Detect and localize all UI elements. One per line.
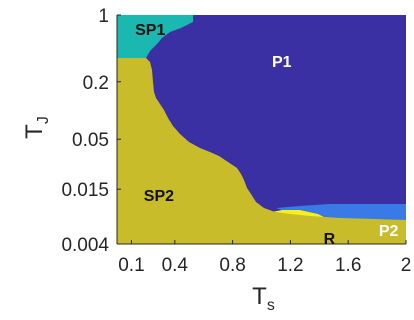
plot-area — [117, 15, 406, 244]
region-label-sp2: SP2 — [144, 188, 174, 205]
y-tick-label: 1 — [98, 6, 109, 27]
y-ticks: 1 0.2 0.05 0.015 0.004 — [61, 6, 121, 256]
x-tick-label: 0.8 — [219, 255, 245, 276]
axes — [116, 15, 406, 245]
y-tick-label: 0.004 — [61, 235, 109, 256]
y-tick-label: 0.2 — [83, 73, 109, 94]
x-ticks: 0.1 0.4 0.8 1.2 1.6 2 — [118, 240, 411, 276]
y-tick-label: 0.05 — [72, 130, 109, 151]
region-label-sp1: SP1 — [135, 22, 165, 39]
y-tick-label: 0.015 — [61, 180, 109, 201]
region-label-p2: P2 — [379, 223, 399, 240]
y-axis-label: TJ — [21, 116, 52, 139]
x-tick-label: 0.4 — [162, 255, 189, 276]
region-label-p1: P1 — [272, 54, 292, 71]
region-sp2-fill — [117, 58, 406, 244]
region-labels: SP1 P1 SP2 R P2 — [135, 22, 398, 248]
x-tick-label: 2 — [401, 255, 412, 276]
region-label-r: R — [324, 231, 336, 248]
x-tick-label: 1.2 — [277, 255, 303, 276]
x-tick-label: 1.6 — [335, 255, 361, 276]
x-tick-label: 0.1 — [118, 255, 144, 276]
region-sp1-fill — [117, 15, 193, 58]
x-axis-label: Ts — [252, 283, 275, 314]
